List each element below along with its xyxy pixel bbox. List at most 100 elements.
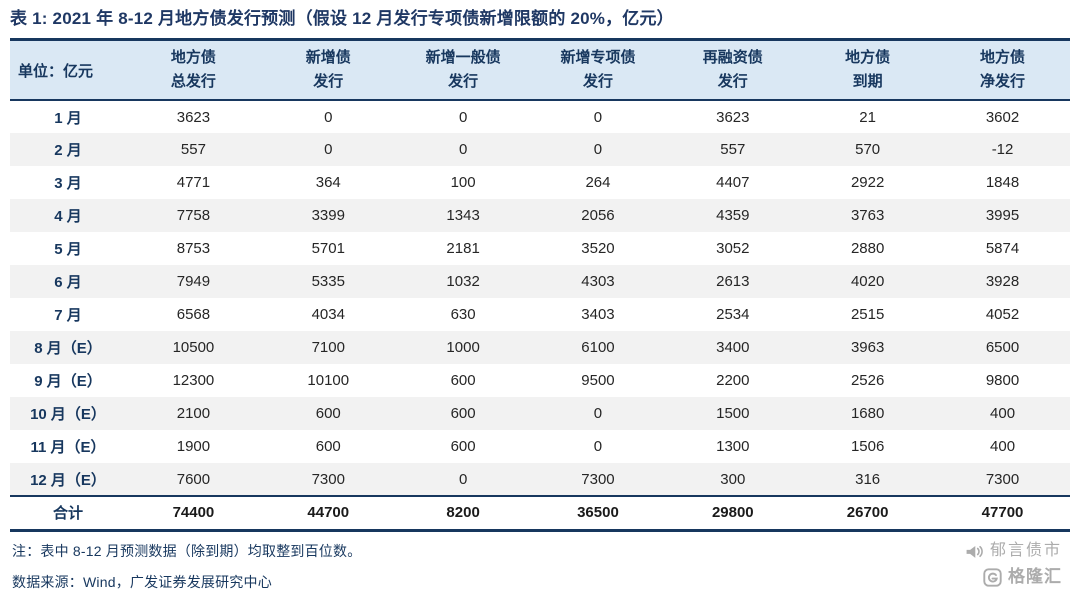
- value-cell: 0: [324, 108, 333, 126]
- row-label: 2 月: [54, 142, 82, 159]
- table-row: 5 月 8753 5701 2181 3520 3052 2880 5874: [10, 232, 1070, 265]
- row-label: 4 月: [54, 208, 82, 225]
- value-cell: 600: [315, 438, 341, 455]
- table-note: 注：表中 8-12 月预测数据（除到期）均取整到百位数。: [12, 542, 362, 559]
- table-row: 8 月（E） 10500 7100 1000 6100 3400 3963 6500: [10, 331, 1070, 364]
- value-cell: 2181: [446, 240, 480, 257]
- value-cell: 0: [593, 405, 603, 422]
- value-cell: 0: [324, 141, 333, 158]
- row-label: 6 月: [54, 274, 82, 291]
- value-cell: 1500: [716, 405, 750, 422]
- value-cell: 264: [585, 174, 611, 191]
- value-cell: 2100: [176, 405, 211, 422]
- watermarks: 郁言债市 格隆汇: [965, 538, 1062, 590]
- brand-gelonghui-label: 格隆汇: [1008, 567, 1062, 586]
- table-row: 9 月（E） 12300 10100 600 9500 2200 2526 9800: [10, 364, 1070, 397]
- value-cell: 0: [593, 438, 603, 455]
- value-cell: 3995: [985, 207, 1020, 224]
- table-row: 11 月（E） 1900 600 600 0 1300 1506 400: [10, 430, 1070, 463]
- data-source: 数据来源：Wind，广发证券发展研究中心: [12, 573, 272, 590]
- column-header: 再融资债 发行: [665, 39, 801, 101]
- value-cell: 6568: [176, 306, 211, 323]
- value-cell: 3623: [716, 108, 750, 126]
- value-cell: 1506: [850, 438, 885, 455]
- value-cell: 300: [720, 470, 746, 488]
- value-cell: 7600: [176, 470, 211, 488]
- value-cell: 2200: [716, 372, 750, 389]
- column-header: 新增债 发行: [260, 39, 396, 101]
- value-cell: 100: [450, 174, 476, 191]
- value-cell: 2922: [850, 174, 885, 191]
- value-cell: 2534: [716, 306, 750, 323]
- value-cell: 8200: [395, 495, 531, 530]
- value-cell: 2515: [850, 306, 885, 323]
- value-cell: 2613: [716, 273, 750, 290]
- value-cell: 600: [450, 405, 476, 422]
- value-cell: 0: [593, 108, 603, 126]
- value-cell: 570: [855, 141, 881, 158]
- value-cell: 7100: [311, 339, 345, 356]
- column-header: 新增专项债 发行: [530, 39, 666, 101]
- value-cell: 1343: [446, 207, 480, 224]
- table-row: 4 月 7758 3399 1343 2056 4359 3763 3995: [10, 199, 1070, 232]
- brand-gelonghui: 格隆汇: [965, 564, 1062, 590]
- value-cell: 0: [458, 470, 468, 488]
- row-label: 10 月（E）: [30, 406, 106, 423]
- value-cell: 29800: [665, 495, 801, 530]
- row-label: 1 月: [54, 109, 82, 127]
- total-row: 合计 74400 44700 8200 36500 29800 26700 47700: [10, 495, 1070, 530]
- value-cell: 8753: [176, 240, 211, 257]
- megaphone-icon: [965, 543, 984, 560]
- value-cell: 3403: [581, 306, 615, 323]
- value-cell: 9800: [985, 372, 1020, 389]
- value-cell: 1000: [446, 339, 480, 356]
- value-cell: 5335: [311, 273, 345, 290]
- value-cell: 1300: [716, 438, 750, 455]
- row-label: 8 月（E）: [34, 340, 102, 357]
- value-cell: 47700: [935, 495, 1070, 530]
- value-cell: 3399: [311, 207, 345, 224]
- value-cell: 4034: [311, 306, 345, 323]
- header-row: 单位：亿元 地方债 总发行 新增债 发行 新增一般债 发行 新增专项债 发行 再融资债 发行 地方债…: [10, 39, 1070, 101]
- table-row: 2 月 557 0 0 0 557 570 -12: [10, 133, 1070, 166]
- value-cell: 3763: [850, 207, 885, 224]
- brand-yuyanzhaishi-label: 郁言债市: [989, 542, 1062, 559]
- row-label: 7 月: [54, 307, 82, 324]
- value-cell: 5874: [985, 240, 1020, 257]
- column-header: 地方债 到期: [800, 39, 936, 101]
- value-cell: 3928: [985, 273, 1020, 290]
- value-cell: 2880: [850, 240, 885, 257]
- value-cell: 600: [315, 405, 341, 422]
- row-label: 11 月（E）: [30, 439, 106, 456]
- value-cell: 0: [458, 141, 468, 158]
- row-label: 5 月: [54, 241, 82, 258]
- value-cell: 3052: [716, 240, 750, 257]
- value-cell: 4303: [581, 273, 615, 290]
- value-cell: 21: [859, 108, 876, 126]
- value-cell: 4359: [716, 207, 750, 224]
- value-cell: 557: [180, 141, 206, 158]
- row-label: 9 月（E）: [34, 373, 102, 390]
- value-cell: 7758: [176, 207, 211, 224]
- value-cell: 3400: [716, 339, 750, 356]
- value-cell: 2526: [850, 372, 885, 389]
- row-label: 3 月: [54, 175, 82, 192]
- value-cell: 4771: [176, 174, 211, 191]
- bond-issuance-table: 单位：亿元 地方债 总发行 新增债 发行 新增一般债 发行 新增专项债 发行 再融资债 发行 地方债…: [10, 38, 1070, 532]
- value-cell: 12300: [172, 372, 215, 389]
- value-cell: 10100: [307, 372, 350, 389]
- value-cell: 0: [458, 108, 468, 126]
- value-cell: 0: [593, 141, 603, 158]
- value-cell: 3520: [581, 240, 615, 257]
- value-cell: -12: [991, 141, 1014, 158]
- value-cell: 9500: [581, 372, 615, 389]
- brand-yuyanzhaishi: 郁言债市: [965, 538, 1062, 564]
- table-row: 3 月 4771 364 100 264 4407 2922 1848: [10, 166, 1070, 199]
- value-cell: 1848: [985, 174, 1020, 191]
- value-cell: 74400: [126, 495, 261, 530]
- value-cell: 26700: [800, 495, 936, 530]
- value-cell: 3623: [176, 108, 211, 126]
- value-cell: 600: [450, 438, 476, 455]
- column-header: 地方债 总发行: [126, 39, 261, 101]
- table-row: 6 月 7949 5335 1032 4303 2613 4020 3928: [10, 265, 1070, 298]
